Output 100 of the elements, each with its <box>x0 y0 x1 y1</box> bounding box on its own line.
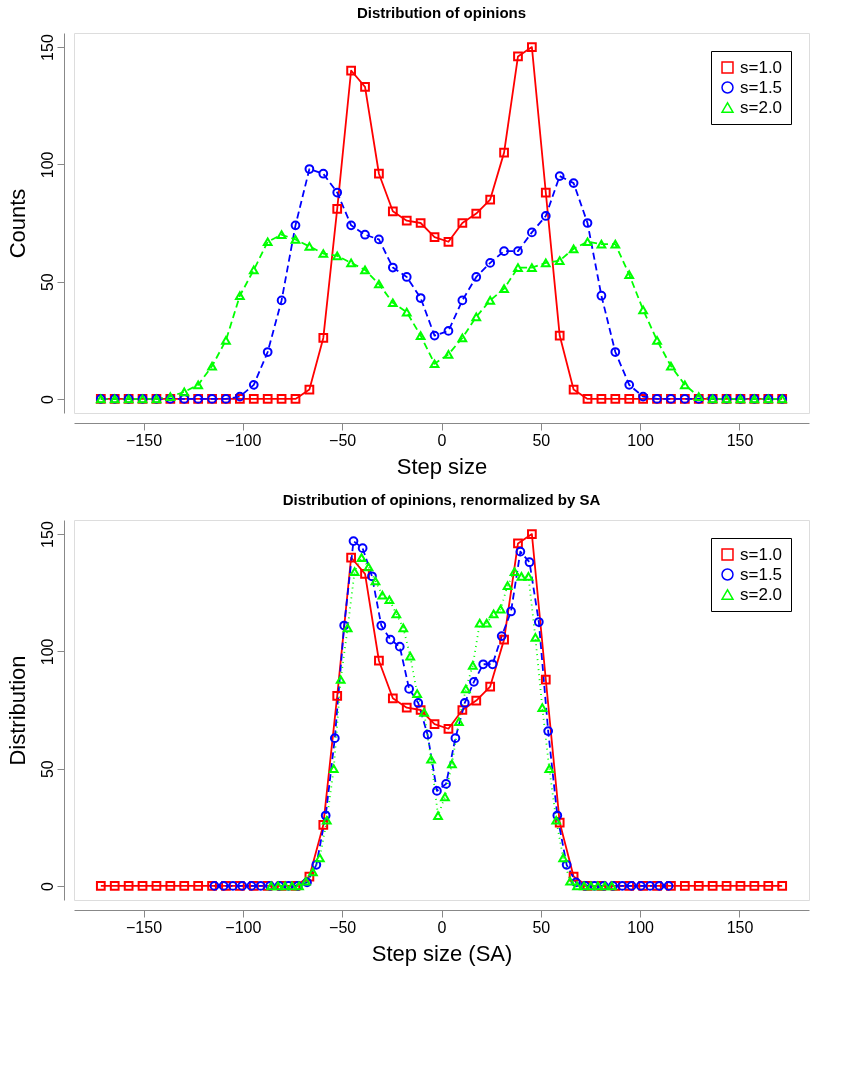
point <box>471 312 482 322</box>
point <box>610 394 621 404</box>
point <box>513 246 523 257</box>
point <box>440 792 450 802</box>
point <box>321 815 332 825</box>
point <box>524 557 535 568</box>
legend-label: s=2.0 <box>740 97 783 117</box>
point <box>457 218 468 228</box>
point <box>415 293 426 303</box>
point <box>332 691 343 701</box>
point <box>276 230 287 240</box>
point <box>290 394 301 404</box>
point <box>363 562 374 572</box>
x-axis-title: Step size <box>396 453 488 479</box>
point <box>311 859 322 870</box>
point <box>413 698 424 708</box>
point <box>488 609 499 619</box>
x-tick-label: 100 <box>627 431 655 449</box>
point <box>610 347 621 357</box>
point <box>471 695 482 706</box>
point <box>304 384 315 395</box>
point <box>287 881 297 891</box>
point <box>384 595 395 605</box>
point <box>433 811 443 820</box>
point <box>596 394 607 404</box>
point <box>429 359 440 369</box>
point <box>387 298 398 308</box>
point <box>485 296 496 305</box>
point <box>558 853 569 863</box>
point <box>404 684 414 694</box>
point <box>666 361 676 371</box>
point <box>447 759 457 769</box>
x-tick-label: −50 <box>329 431 357 449</box>
point <box>586 881 596 891</box>
point <box>401 307 412 317</box>
point <box>318 168 329 179</box>
point <box>487 659 498 670</box>
point <box>527 227 537 238</box>
point <box>151 881 162 891</box>
point <box>499 634 509 645</box>
point <box>749 881 760 891</box>
point <box>540 674 551 685</box>
point <box>552 810 563 821</box>
point <box>391 609 402 619</box>
point <box>582 218 593 228</box>
point <box>415 331 426 340</box>
point <box>471 208 482 219</box>
point <box>471 272 482 282</box>
point <box>357 543 368 554</box>
point <box>398 623 409 633</box>
point <box>276 295 287 306</box>
point <box>502 581 513 591</box>
point <box>496 631 507 641</box>
point <box>193 881 204 891</box>
point <box>443 350 454 359</box>
point <box>457 333 468 343</box>
point <box>374 168 384 179</box>
point <box>348 536 359 546</box>
point <box>248 379 259 390</box>
x-tick-label: 50 <box>532 431 551 449</box>
x-tick-label: −50 <box>329 918 357 936</box>
point <box>262 394 273 404</box>
point <box>318 333 329 343</box>
point <box>469 676 479 687</box>
point <box>624 394 635 404</box>
point <box>499 147 509 158</box>
point <box>509 567 520 576</box>
point <box>262 347 273 357</box>
point <box>401 702 412 713</box>
point <box>262 237 273 247</box>
y-tick-label: 100 <box>38 151 56 179</box>
point <box>652 335 662 345</box>
point <box>207 361 217 371</box>
point <box>193 380 204 390</box>
point <box>457 295 468 306</box>
point <box>346 65 356 76</box>
point <box>527 263 537 272</box>
chart-title: Distribution of opinions <box>356 4 527 21</box>
point <box>459 698 470 708</box>
point <box>283 881 294 891</box>
point <box>429 330 440 341</box>
point <box>443 236 454 247</box>
x-tick-label: −100 <box>225 431 262 449</box>
point <box>422 729 433 740</box>
point <box>624 270 635 279</box>
point <box>554 256 565 265</box>
point <box>693 881 704 891</box>
point <box>429 719 440 729</box>
point <box>429 232 440 242</box>
x-tick-label: 100 <box>627 918 655 936</box>
point <box>593 881 603 891</box>
point <box>304 164 315 174</box>
point <box>533 617 544 627</box>
point <box>530 632 541 642</box>
point <box>460 684 471 694</box>
point <box>377 590 388 600</box>
point <box>137 881 148 891</box>
point <box>394 641 405 652</box>
point <box>360 569 370 579</box>
point <box>419 707 429 717</box>
